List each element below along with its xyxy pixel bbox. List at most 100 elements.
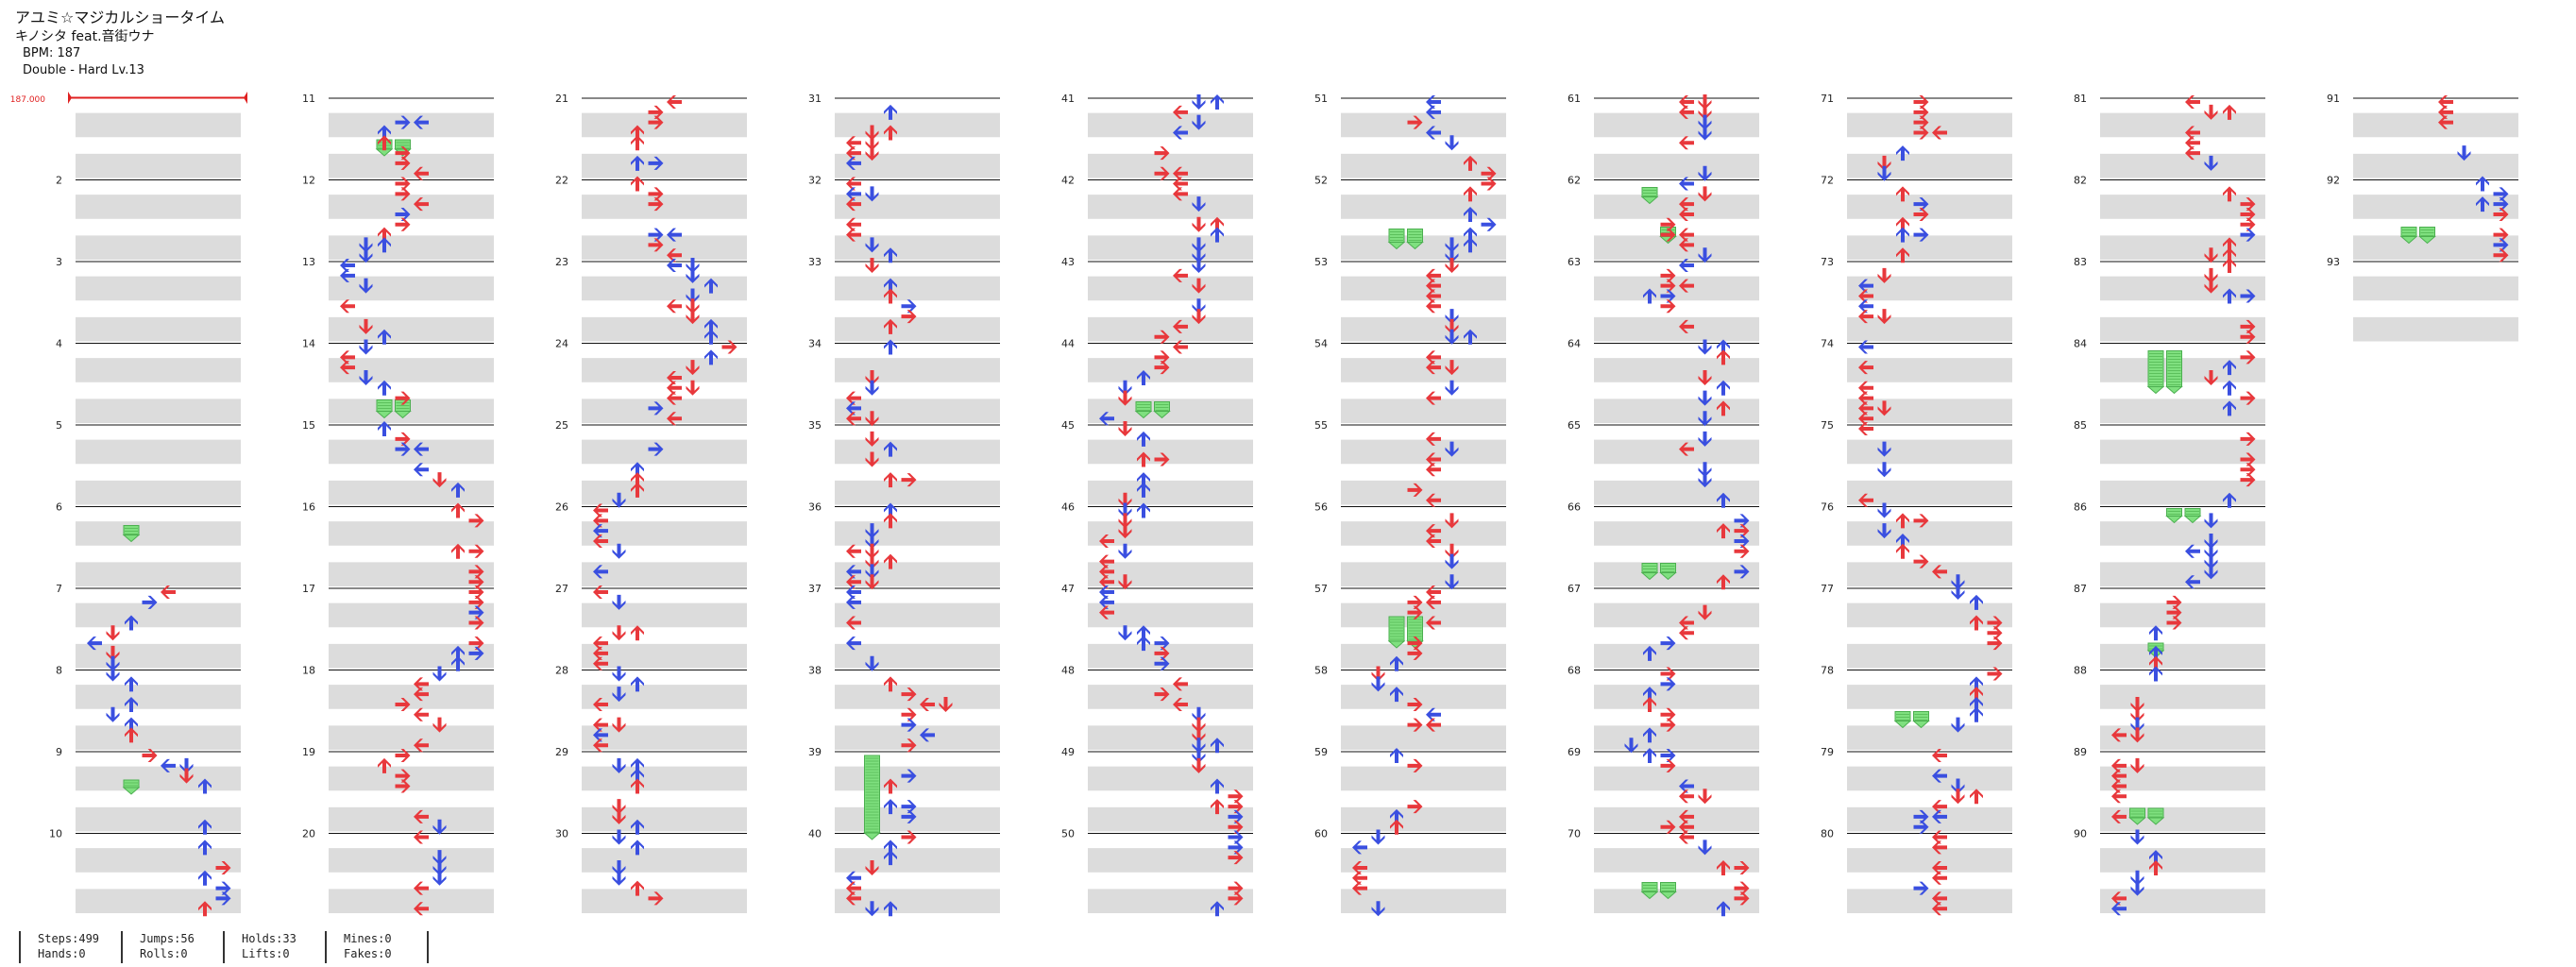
- arrow-shape: [2493, 238, 2509, 252]
- arrow-note-icon: [1679, 228, 1694, 242]
- arrow-note-icon: [1192, 298, 1206, 314]
- beat-band: [1594, 521, 1759, 546]
- beat-band: [1341, 766, 1506, 791]
- arrow-note-icon: [1118, 380, 1132, 396]
- arrow-shape: [1137, 502, 1150, 518]
- beat-band: [1594, 806, 1759, 832]
- beat-band: [1341, 562, 1506, 586]
- arrow-note-icon: [378, 380, 391, 396]
- arrow-note-icon: [414, 166, 429, 180]
- arrow-note-icon: [1228, 891, 1244, 906]
- measure-number: 76: [1821, 501, 1834, 514]
- beat-band: [329, 643, 494, 669]
- arrow-note-icon: [432, 859, 447, 875]
- arrow-shape: [1118, 492, 1132, 508]
- arrow-note-icon: [1698, 125, 1712, 141]
- arrow-shape: [1192, 706, 1206, 722]
- arrow-shape: [1951, 717, 1965, 733]
- arrow-note-icon: [901, 800, 917, 814]
- beat-band: [582, 439, 747, 465]
- arrow-shape: [631, 676, 644, 692]
- beat-band: [2353, 153, 2518, 178]
- measure-number: 73: [1821, 256, 1834, 268]
- arrow-note-icon: [1118, 513, 1132, 529]
- arrow-shape: [395, 217, 411, 231]
- measure-number: 74: [1821, 338, 1834, 350]
- arrow-shape: [1426, 718, 1441, 732]
- arrow-shape: [2204, 533, 2218, 549]
- arrow-shape: [1173, 697, 1188, 711]
- hold-tail: [2399, 236, 2418, 245]
- arrow-note-icon: [1987, 626, 2003, 640]
- arrow-shape: [1660, 749, 1676, 762]
- arrow-note-icon: [2476, 196, 2489, 212]
- arrow-shape: [1643, 288, 1656, 304]
- arrow-shape: [865, 380, 879, 396]
- arrow-shape: [1445, 247, 1459, 263]
- arrow-shape: [414, 687, 429, 702]
- measure-number: 32: [808, 175, 822, 187]
- arrow-shape: [1118, 543, 1132, 559]
- hold-tail: [1406, 242, 1424, 250]
- arrow-shape: [1445, 135, 1459, 151]
- arrow-shape: [1228, 809, 1244, 823]
- arrow-shape: [1481, 166, 1497, 180]
- arrow-note-icon: [1154, 452, 1170, 467]
- arrow-shape: [1717, 339, 1730, 355]
- arrow-note-icon: [414, 115, 429, 129]
- arrow-shape: [2223, 104, 2236, 120]
- arrow-note-icon: [2240, 463, 2256, 477]
- arrow-note-icon: [1211, 227, 1224, 243]
- measure-number: 61: [1568, 93, 1581, 105]
- arrow-shape: [395, 442, 411, 456]
- beat-band: [1341, 848, 1506, 873]
- arrow-note-icon: [395, 187, 411, 201]
- arrow-note-icon: [1932, 840, 1947, 855]
- beat-band: [835, 195, 1000, 219]
- arrow-note-icon: [1445, 247, 1459, 263]
- arrow-note-icon: [884, 840, 897, 856]
- measure-number: 56: [1314, 501, 1328, 514]
- arrow-shape: [378, 329, 391, 345]
- arrow-shape: [1624, 738, 1638, 754]
- arrow-note-icon: [1154, 687, 1170, 702]
- arrow-shape: [468, 565, 484, 579]
- arrow-note-icon: [1118, 523, 1132, 539]
- arrow-note-icon: [2223, 247, 2236, 263]
- arrow-shape: [1464, 206, 1477, 222]
- arrow-note-icon: [1877, 155, 1891, 171]
- beat-band: [329, 316, 494, 342]
- arrow-note-icon: [1407, 697, 1423, 711]
- arrow-shape: [865, 523, 879, 539]
- arrow-shape: [631, 840, 644, 856]
- arrow-note-icon: [451, 655, 465, 671]
- arrow-note-icon: [1426, 524, 1441, 538]
- arrow-note-icon: [2149, 645, 2162, 661]
- beat-band: [76, 235, 241, 260]
- arrow-shape: [2204, 543, 2218, 559]
- arrow-shape: [846, 136, 861, 150]
- arrow-shape: [215, 881, 231, 895]
- arrow-shape: [2130, 717, 2144, 733]
- arrow-note-icon: [125, 717, 138, 733]
- arrow-note-icon: [2240, 432, 2256, 446]
- arrow-note-icon: [1192, 738, 1206, 754]
- arrow-shape: [884, 472, 897, 488]
- arrow-note-icon: [1660, 749, 1676, 762]
- arrow-note-icon: [2149, 850, 2162, 866]
- arrow-shape: [1896, 513, 1909, 529]
- arrow-note-icon: [1445, 329, 1459, 345]
- arrow-note-icon: [1896, 145, 1909, 161]
- arrow-shape: [1932, 126, 1947, 140]
- arrow-note-icon: [2130, 706, 2144, 722]
- arrow-note-icon: [1445, 237, 1459, 253]
- arrow-shape: [593, 565, 608, 579]
- arrow-shape: [378, 757, 391, 773]
- arrow-note-icon: [846, 891, 861, 906]
- arrow-note-icon: [1099, 585, 1114, 599]
- beat-band: [76, 562, 241, 586]
- arrow-shape: [1717, 859, 1730, 875]
- arrow-note-icon: [1679, 197, 1694, 212]
- arrow-note-icon: [395, 779, 411, 793]
- arrow-note-icon: [1099, 554, 1114, 568]
